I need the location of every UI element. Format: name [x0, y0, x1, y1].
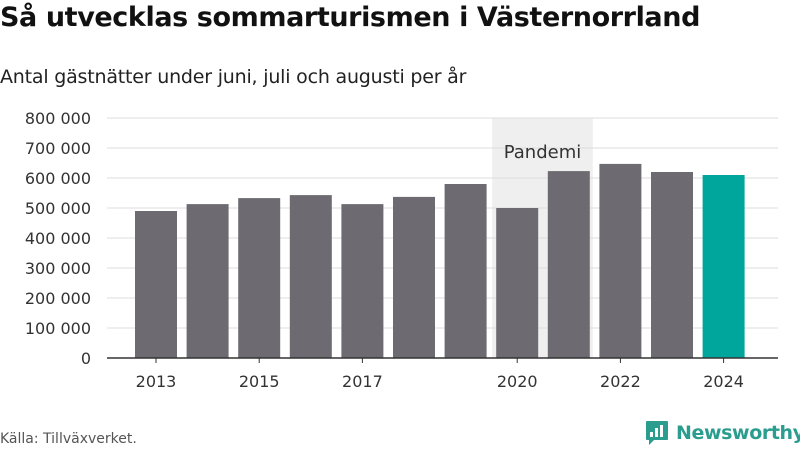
brand-name: Newsworthy [676, 422, 800, 444]
y-tick-label: 400 000 [25, 229, 91, 248]
x-tick-label: 2020 [497, 372, 538, 391]
bar-2022 [599, 163, 642, 358]
bar-2024 [702, 175, 745, 358]
y-tick-label: 300 000 [25, 259, 91, 278]
y-tick-label: 700 000 [25, 139, 91, 158]
x-tick-label: 2024 [703, 372, 744, 391]
bar-2021 [547, 171, 590, 358]
bar-chart: 0 100 000 200 000 300 000 400 000 500 000 600 … [25, 109, 778, 391]
chart-title: Så utvecklas sommarturismen i Västernorr… [0, 2, 700, 33]
x-tick-label: 2015 [239, 372, 280, 391]
bar-2013 [135, 211, 177, 358]
x-tick-label: 2013 [136, 372, 177, 391]
y-tick-label: 800 000 [25, 109, 91, 128]
bar-2017 [341, 204, 384, 358]
bar-2016 [289, 195, 332, 358]
bar-2018 [393, 196, 435, 358]
bar-2023 [651, 172, 693, 358]
bar-2015 [238, 198, 281, 358]
y-tick-label: 0 [81, 349, 91, 368]
x-tick-label: 2017 [342, 372, 383, 391]
bar-2020 [496, 208, 539, 358]
pandemic-label: Pandemi [504, 142, 582, 163]
bar-2019 [444, 184, 487, 358]
y-tick-label: 500 000 [25, 199, 91, 218]
source-note: Källa: Tillväxverket. [0, 431, 137, 447]
y-tick-label: 100 000 [25, 319, 91, 338]
newsworthy-icon [646, 421, 668, 445]
chart-subtitle: Antal gästnätter under juni, juli och au… [0, 66, 467, 88]
bar-2014 [186, 204, 229, 358]
y-tick-label: 200 000 [25, 289, 91, 308]
brand-logo: Newsworthy [645, 420, 800, 446]
x-tick-label: 2022 [600, 372, 641, 391]
y-tick-label: 600 000 [25, 169, 91, 188]
